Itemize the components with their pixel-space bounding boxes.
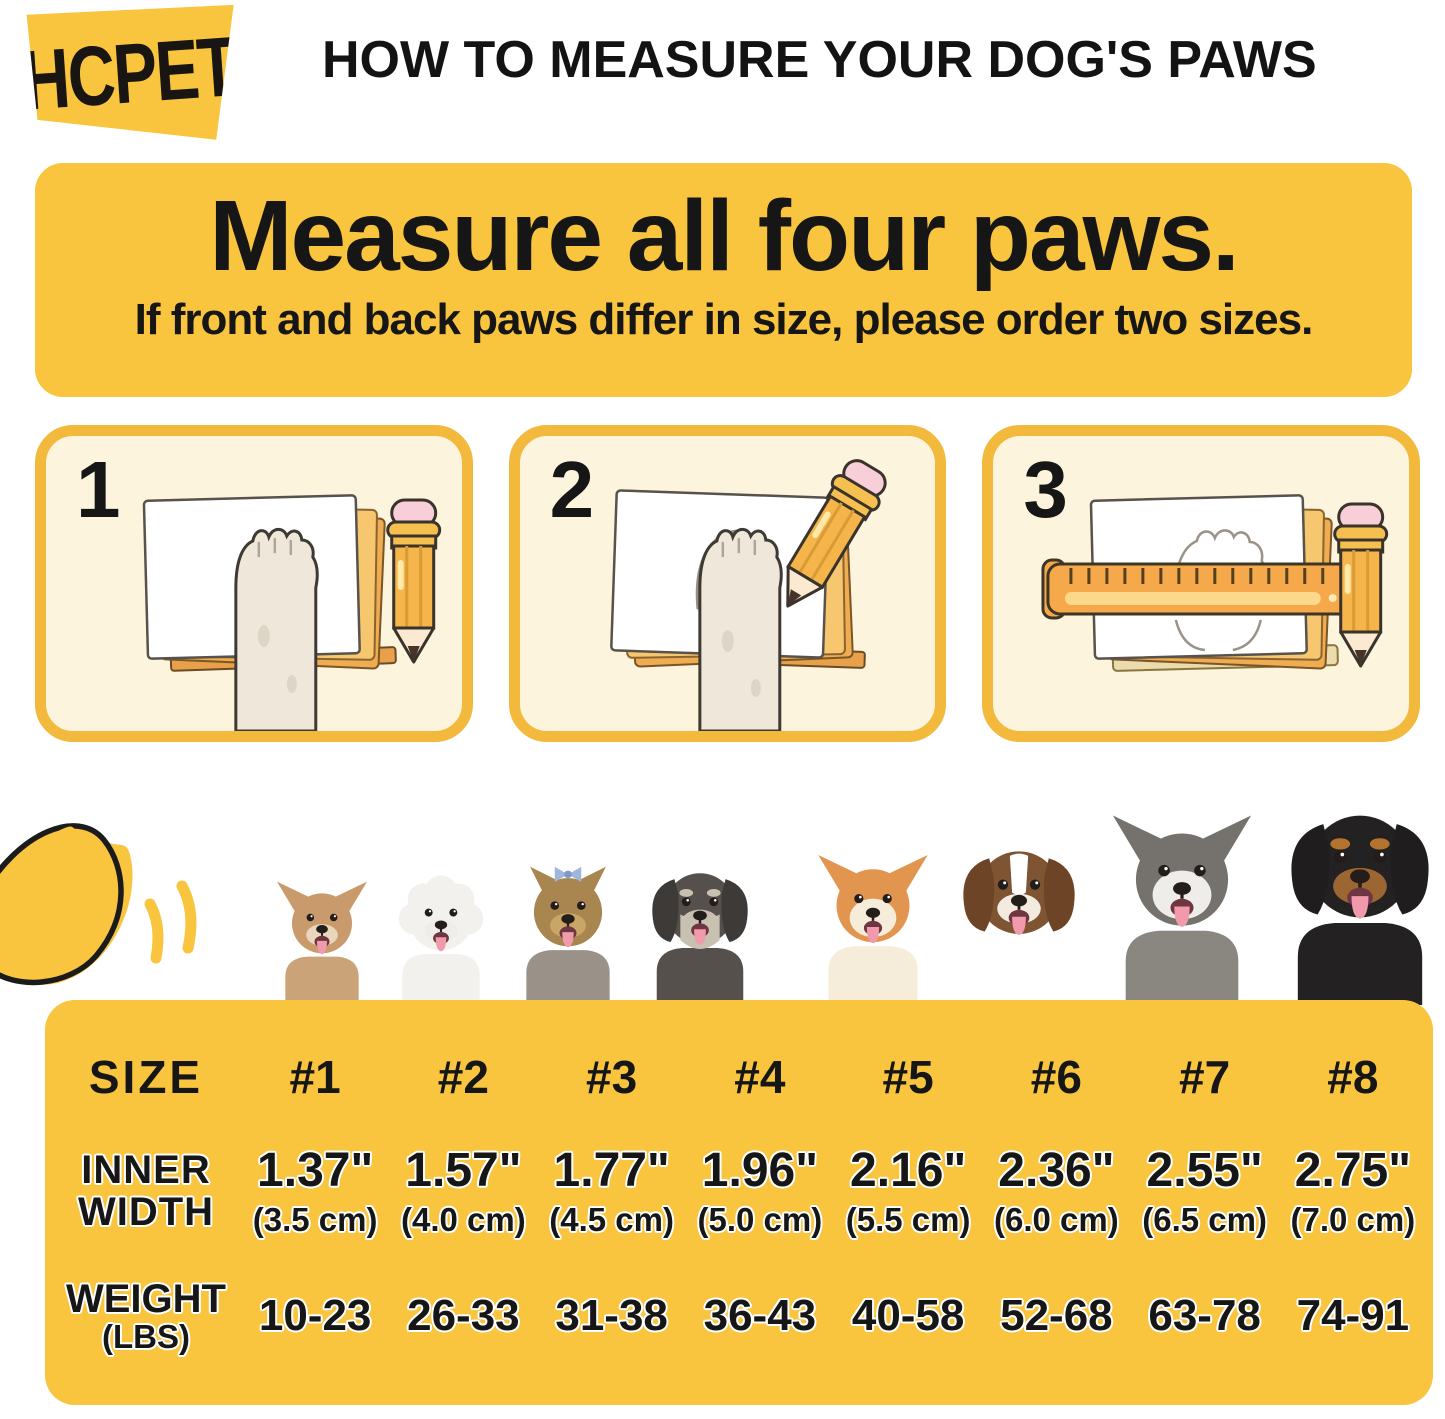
brand-logo-text: HCPET: [19, 18, 239, 128]
weight-value: 74-91: [1296, 1291, 1410, 1341]
inner-width-row-header: INNER WIDTH: [51, 1149, 241, 1233]
swoosh-motion-dashes: [12, 826, 197, 964]
inner-width-value: 1.57" (4.0 cm): [401, 1143, 526, 1238]
pencil-icon: [1333, 502, 1389, 668]
size-value: #6: [1030, 1051, 1082, 1104]
inner-width-value: 1.96" (5.0 cm): [697, 1143, 823, 1238]
dog-shiba-inu-image: [812, 853, 934, 1005]
banner-subheading: If front and back paws differ in size, p…: [134, 295, 1314, 344]
weight-value: 31-38: [555, 1291, 668, 1341]
traced-paw-outline: [1173, 529, 1268, 597]
dog-rottweiler-image: [1275, 793, 1445, 1005]
size-value: #5: [882, 1051, 934, 1104]
dog-australian-shepherd-image: [950, 833, 1088, 1005]
step-3-number: 3: [1023, 445, 1068, 534]
step-1-number: 1: [76, 445, 121, 534]
step-1-panel: 1: [35, 425, 473, 742]
size-values: #1 #2 #3 #4 #5 #6 #7 #8: [241, 1050, 1427, 1104]
dog-paw: [698, 527, 783, 731]
size-value: #3: [586, 1051, 638, 1104]
inner-width-value: 2.55" (6.5 cm): [1142, 1143, 1267, 1238]
traced-paw-outline-lower: [1174, 619, 1263, 652]
step-2-panel: 2: [508, 425, 947, 742]
paw-on-paper-illustration: [142, 494, 442, 731]
ruler-icon: [1041, 558, 1365, 620]
measure-with-ruler-illustration: [1041, 494, 1389, 672]
inner-width-label-line2: WIDTH: [77, 1190, 215, 1235]
inner-width-value: 2.16" (5.5 cm): [845, 1143, 971, 1238]
dog-alaskan-malamute-image: [1105, 813, 1259, 1005]
page-title: HOW TO MEASURE YOUR DOG'S PAWS: [322, 31, 1317, 89]
size-row: SIZE #1 #2 #3 #4 #5 #6 #7 #8: [51, 1050, 1427, 1104]
inner-width-value: 2.36" (6.0 cm): [994, 1143, 1119, 1238]
inner-width-values: 1.37" (3.5 cm) 1.57" (4.0 cm) 1.77" (4.5 cm) 1…: [241, 1143, 1427, 1238]
weight-value: 52-68: [1000, 1291, 1113, 1341]
pencil-icon: [785, 459, 887, 608]
dog-size-lineup: [272, 793, 1445, 1005]
dog-paw: [234, 527, 319, 731]
brand-logo: HCPET: [19, 4, 239, 140]
weight-value: 63-78: [1148, 1291, 1261, 1341]
size-value: #7: [1179, 1051, 1231, 1104]
pencil-icon: [386, 498, 442, 664]
steps-row: 1: [35, 425, 1421, 742]
banner-heading: Measure all four paws.: [209, 180, 1240, 292]
instruction-banner: Measure all four paws. If front and back…: [35, 163, 1412, 397]
dog-chihuahua-image: [272, 880, 372, 1005]
weight-label-line1: WEIGHT: [66, 1276, 226, 1321]
weight-values: 10-23 26-33 31-38 36-43 40-58 52-68 63-78 74-91: [241, 1291, 1427, 1341]
weight-row: WEIGHT (LBS) 10-23 26-33 31-38 36-43 40-58 52…: [51, 1278, 1427, 1355]
inner-width-value: 2.75" (7.0 cm): [1290, 1143, 1416, 1238]
dog-bichon-frise-image: [388, 873, 494, 1005]
size-value: #2: [437, 1051, 489, 1104]
inner-width-row: INNER WIDTH 1.37" (3.5 cm) 1.57" (4.0 cm) 1.…: [51, 1143, 1427, 1238]
weight-label-line2: (LBS): [102, 1317, 190, 1355]
size-value: #1: [289, 1051, 341, 1104]
weight-row-header: WEIGHT (LBS): [51, 1278, 241, 1355]
inner-width-label-line1: INNER: [81, 1148, 211, 1193]
inner-width-value: 1.37" (3.5 cm): [252, 1143, 378, 1238]
trace-paw-illustration: [609, 459, 887, 731]
weight-value: 40-58: [851, 1291, 965, 1341]
dog-yorkshire-terrier-image: [511, 863, 625, 1005]
size-value: #4: [734, 1051, 786, 1104]
step-3-panel: 3: [982, 425, 1421, 742]
step-2-number: 2: [549, 445, 595, 534]
size-row-header: SIZE: [88, 1051, 204, 1104]
yellow-swoosh-decoration-icon: [0, 823, 197, 986]
dog-miniature-schnauzer-image: [641, 857, 759, 1005]
size-value: #8: [1327, 1051, 1379, 1104]
size-chart-table: SIZE #1 #2 #3 #4 #5 #6 #7 #8 INNER WIDTH 1.37"(…: [45, 1000, 1433, 1405]
weight-value: 36-43: [703, 1291, 817, 1341]
weight-value: 26-33: [407, 1291, 520, 1341]
inner-width-value: 1.77" (4.5 cm): [549, 1143, 674, 1238]
weight-value: 10-23: [258, 1291, 372, 1341]
